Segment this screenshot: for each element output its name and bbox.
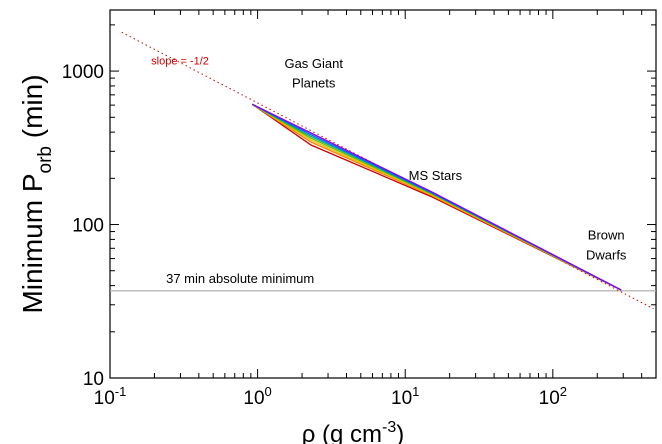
annotation-2-line-1: Dwarfs xyxy=(586,248,627,263)
ticks-layer xyxy=(109,10,657,379)
x-tick-label: 102 xyxy=(539,384,567,409)
absolute-minimum-label: 37 min absolute minimum xyxy=(166,271,314,286)
y-axis-title: Minimum Porb (min) xyxy=(17,74,56,313)
text-layer: 10-1 100 101 102 10 100 1000 ρ (g cm-3) Minimum … xyxy=(17,56,627,444)
x-tick-label: 100 xyxy=(243,384,271,409)
x-tick-label: 10-1 xyxy=(94,384,127,409)
y-tick-label: 1000 xyxy=(62,62,104,83)
plot-frame xyxy=(109,9,657,379)
series-line-6 xyxy=(252,103,622,291)
y-tick-label: 100 xyxy=(72,216,104,237)
lines-layer xyxy=(110,31,656,310)
slope-label: slope = -1/2 xyxy=(151,56,209,68)
slope-reference-line xyxy=(121,31,654,310)
annotation-2-line-0: Brown xyxy=(588,227,625,242)
x-axis-title: ρ (g cm-3) xyxy=(302,419,405,444)
x-tick-label: 101 xyxy=(391,384,419,409)
y-tick-label: 10 xyxy=(83,369,104,390)
plot-area xyxy=(109,9,657,379)
annotation-0-line-1: Planets xyxy=(292,76,336,91)
annotation-0-line-0: Gas Giant xyxy=(284,56,343,71)
annotation-1-line-0: MS Stars xyxy=(409,168,463,183)
